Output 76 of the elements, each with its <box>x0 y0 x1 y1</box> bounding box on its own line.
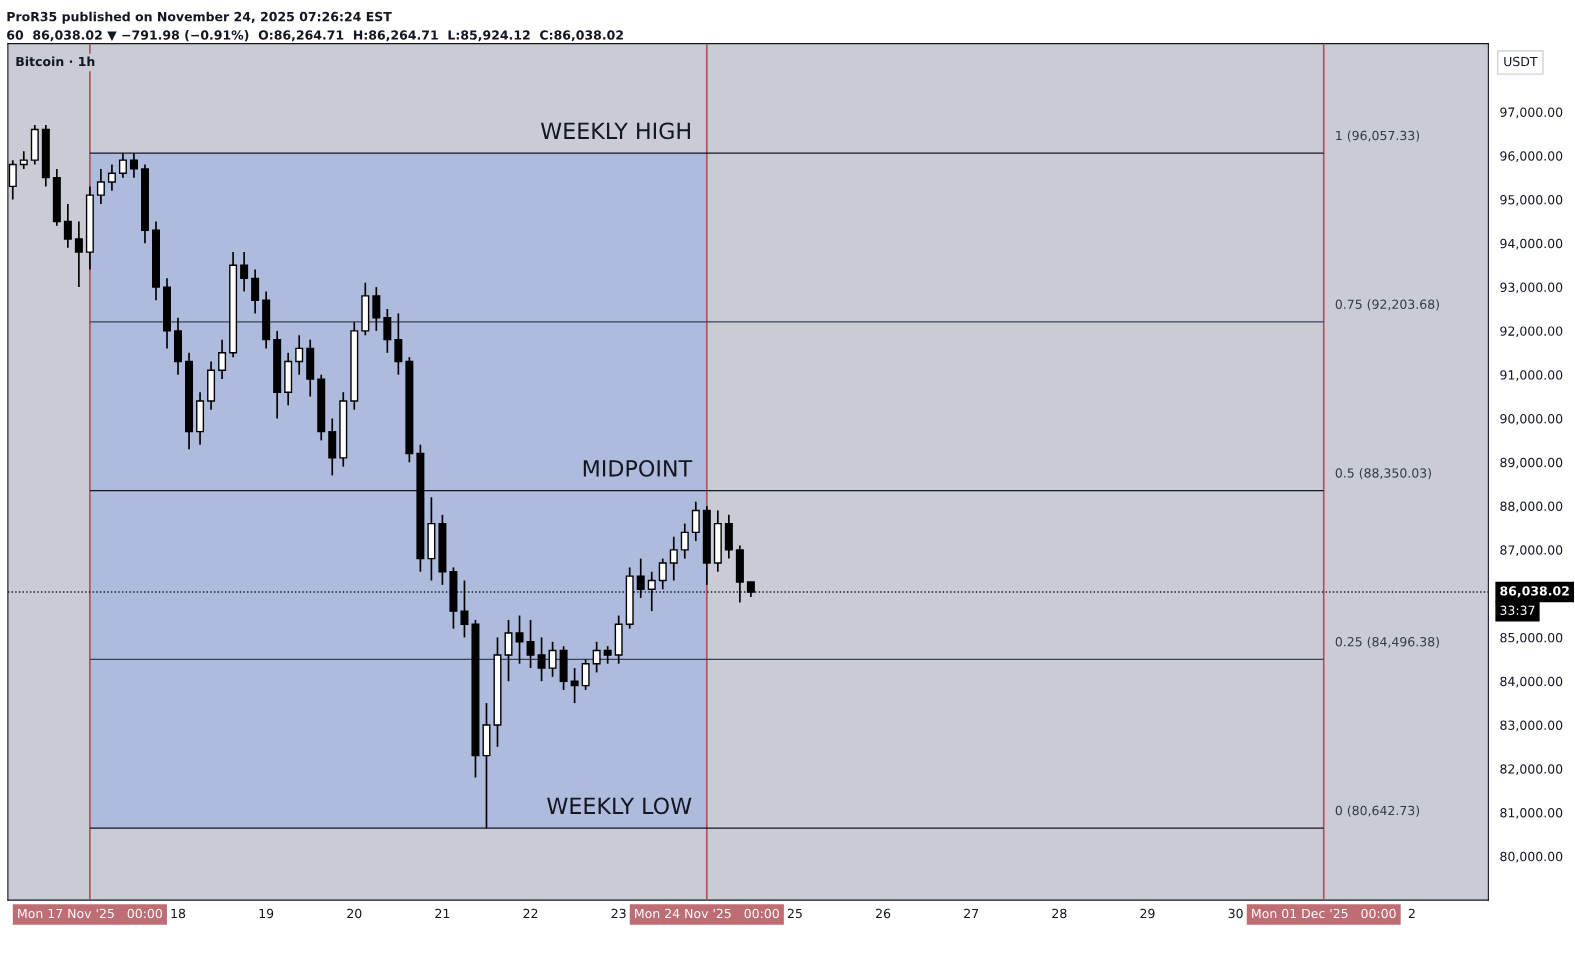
x-tick-label: 23 <box>611 908 626 919</box>
x-tick-label: 26 <box>876 908 891 919</box>
candlestick <box>8 159 17 201</box>
x-tick-label: 25 <box>787 908 802 919</box>
y-tick-label: 89,000.00 <box>1500 457 1563 469</box>
candlestick <box>107 163 116 192</box>
ref-line-label: 0.5 (88,350.03) <box>1335 468 1431 480</box>
candlestick <box>251 268 260 315</box>
candlestick <box>592 640 601 674</box>
x-tick-label: 22 <box>523 908 538 918</box>
candlestick <box>383 308 392 354</box>
ref-line-label: 0.75 (92,203.68) <box>1335 299 1439 311</box>
y-tick-label: 82,000.00 <box>1500 764 1563 775</box>
candlestick <box>96 168 105 205</box>
x-tick-label: Mon 01 Dec '25 00:00 <box>1252 908 1396 919</box>
text: 33:37 <box>1500 605 1535 616</box>
candlestick <box>570 667 579 704</box>
candlestick <box>669 535 678 582</box>
x-tick-label: 28 <box>1052 908 1067 919</box>
candlestick <box>658 557 667 591</box>
candlestick <box>548 640 557 678</box>
y-tick-label: 81,000.00 <box>1500 808 1563 819</box>
x-tick-label: 27 <box>964 908 979 918</box>
y-tick-label: 90,000.00 <box>1500 413 1563 425</box>
ref-line-label: 0 (80,642.73) <box>1335 805 1420 817</box>
y-tick-label: 85,000.00 <box>1500 632 1563 644</box>
candlestick <box>63 203 72 249</box>
y-tick-label: 88,000.00 <box>1500 501 1563 513</box>
text: ProR35 published on November 24, 2025 07:26:24 EST <box>7 11 392 24</box>
y-tick-label: 80,000.00 <box>1500 851 1563 863</box>
candlestick <box>240 251 249 293</box>
x-tick-label: 18 <box>171 908 186 919</box>
text: Bitcoin · 1h <box>16 56 95 67</box>
candlestick <box>295 334 304 376</box>
candlestick <box>118 152 127 179</box>
candlestick <box>74 220 83 288</box>
y-tick-label: 94,000.00 <box>1500 238 1563 250</box>
x-tick-label: 30 <box>1228 908 1243 919</box>
y-tick-label: 95,000.00 <box>1500 195 1563 206</box>
x-tick-label: 20 <box>347 908 362 919</box>
candlestick <box>647 570 656 612</box>
y-tick-label: 92,000.00 <box>1500 326 1563 338</box>
annotation: WEEKLY LOW <box>547 797 692 815</box>
candlestick <box>218 338 227 380</box>
candlestick <box>526 619 535 669</box>
x-tick-label: Mon 17 Nov '25 00:00 <box>18 908 162 919</box>
text: 60 86,038.02 ▼ −791.98 (−0.91%) O:86,264.71 H:86,264.71 L:85,924.12 C:86,038.02 <box>7 30 623 42</box>
x-tick-label: 29 <box>1140 908 1155 919</box>
candlestick <box>460 579 469 639</box>
candlestick <box>515 614 524 665</box>
annotation: WEEKLY HIGH <box>540 122 690 140</box>
candlestick <box>636 557 645 599</box>
y-tick-label: 97,000.00 <box>1500 107 1563 119</box>
x-tick-label: 2 <box>1408 908 1415 918</box>
candlestick <box>680 522 689 560</box>
y-tick-label: 84,000.00 <box>1500 676 1563 688</box>
candlestick <box>691 500 700 542</box>
candlestick <box>129 152 138 179</box>
candlestick <box>581 658 590 691</box>
x-tick-label: 19 <box>259 908 274 919</box>
candlestick <box>537 636 546 683</box>
y-tick-label: 93,000.00 <box>1500 282 1563 294</box>
x-tick-label: Mon 24 Nov '25 00:00 <box>635 908 779 919</box>
candlestick <box>394 312 403 376</box>
y-tick-label: 83,000.00 <box>1500 720 1563 732</box>
y-axis-title: USDT <box>1504 56 1538 67</box>
candlestick <box>504 619 513 683</box>
candlestick <box>372 286 381 332</box>
ref-line-label: 0.25 (84,496.38) <box>1335 636 1439 648</box>
x-tick-label: 21 <box>435 908 450 918</box>
y-tick-label: 96,000.00 <box>1500 151 1563 162</box>
ref-line-label: 1 (96,057.33) <box>1336 130 1420 142</box>
y-tick-label: 91,000.00 <box>1500 370 1563 381</box>
ref-line-label: 86,038.02 <box>1500 586 1569 598</box>
y-tick-label: 87,000.00 <box>1500 545 1563 557</box>
annotation: MIDPOINT <box>583 459 693 477</box>
